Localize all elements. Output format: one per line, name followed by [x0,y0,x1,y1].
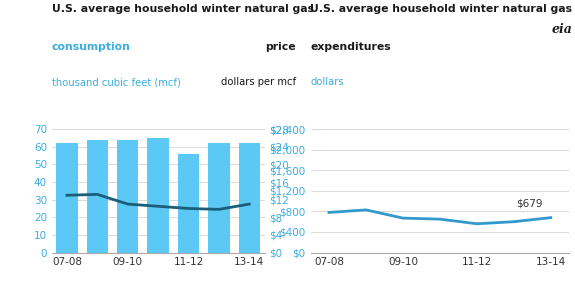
Bar [208,143,229,253]
Bar [239,143,260,253]
Bar [178,154,199,253]
Bar [56,143,78,253]
Text: thousand cubic feet (mcf): thousand cubic feet (mcf) [52,77,181,88]
Text: U.S. average household winter natural gas: U.S. average household winter natural ga… [52,4,314,14]
Text: eia: eia [551,23,572,36]
Text: consumption: consumption [52,42,131,52]
Text: dollars: dollars [310,77,344,88]
Text: price: price [266,42,296,52]
Text: dollars per mcf: dollars per mcf [221,77,296,88]
Text: $679: $679 [516,198,542,208]
Bar [147,138,169,253]
Bar [87,140,108,253]
Text: expenditures: expenditures [310,42,391,52]
Bar [117,140,139,253]
Text: U.S. average household winter natural gas: U.S. average household winter natural ga… [310,4,573,14]
